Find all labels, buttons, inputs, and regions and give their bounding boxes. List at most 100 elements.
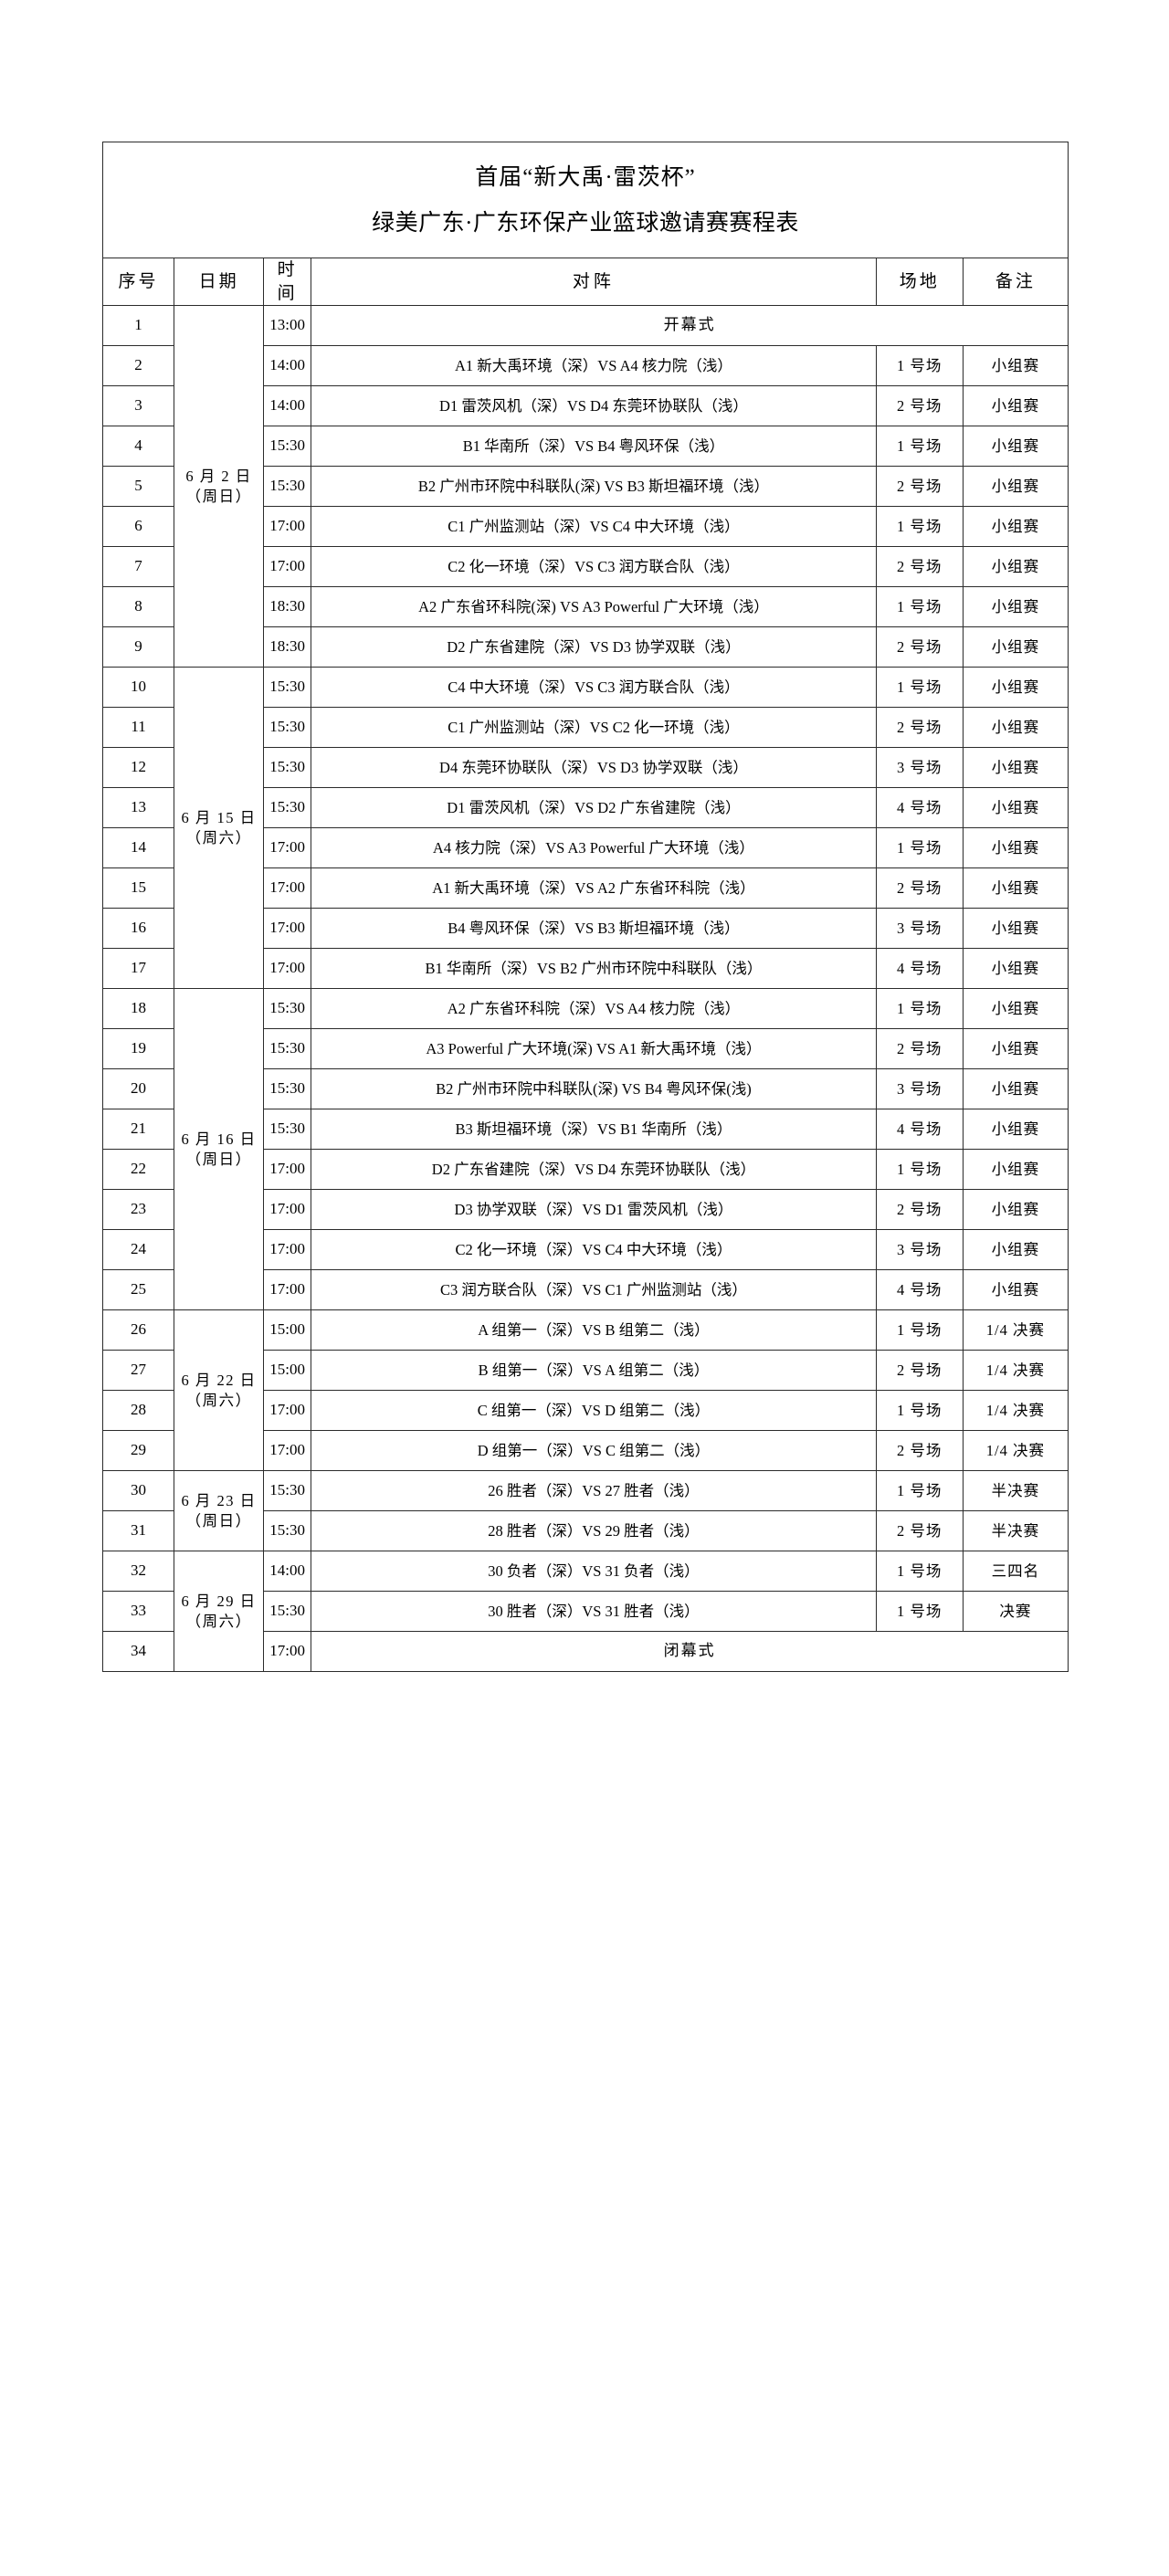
cell-matchup: A1 新大禹环境（深）VS A4 核力院（浅） [311,345,877,387]
cell-venue: 3 号场 [875,908,964,950]
cell-sequence-number: 12 [101,747,175,789]
cell-sequence-number: 3 [101,385,175,427]
cell-venue: 2 号场 [875,1028,964,1070]
cell-note: 小组赛 [962,908,1069,950]
cell-sequence-number: 13 [101,787,175,829]
cell-matchup: A2 广东省环科院(深) VS A3 Powerful 广大环境（浅） [311,586,877,628]
cell-venue: 4 号场 [875,948,964,990]
cell-matchup: C 组第一（深）VS D 组第二（浅） [311,1390,877,1432]
table-row: 26 6 月 22 日（周六） 15:00 A 组第一（深）VS B 组第二（浅） 1 … [101,1309,1069,1472]
cell-matchup: A 组第一（深）VS B 组第二（浅） [311,1309,877,1351]
cell-venue: 3 号场 [875,1068,964,1110]
cell-matchup: 26 胜者（深）VS 27 胜者（浅） [311,1470,877,1512]
cell-note: 小组赛 [962,787,1069,829]
date-weekday: （周六） [185,828,252,846]
cell-time: 15:30 [263,747,312,789]
cell-note: 小组赛 [962,827,1069,869]
cell-note: 小组赛 [962,867,1069,909]
cell-note: 小组赛 [962,1028,1069,1070]
cell-sequence-number: 19 [101,1028,175,1070]
cell-time: 17:00 [263,948,312,990]
table-row: 23 17:00 D3 协学双联（深）VS D1 雷茨风机（浅） 2 号场 小组赛 [101,1189,1069,1231]
cell-matchup: D3 协学双联（深）VS D1 雷茨风机（浅） [311,1189,877,1231]
table-row: 32 6 月 29 日 （周六） 14:00 30 负者（深）VS 31 负者（浅） 1 … [101,1551,1069,1673]
cell-matchup: 28 胜者（深）VS 29 胜者（浅） [311,1510,877,1552]
cell-time: 18:30 [263,586,312,628]
table-row: 27 15:00 B 组第一（深）VS A 组第二（浅） 2 号场 1/4 决赛 [101,1350,1069,1392]
cell-sequence-number: 10 [101,667,175,709]
cell-venue: 4 号场 [875,1269,964,1311]
cell-matchup: C3 润方联合队（深）VS C1 广州监测站（浅） [311,1269,877,1311]
cell-date-group: 6 月 23 日 （周日） [174,1470,265,1552]
table-row: 17 17:00 B1 华南所（深）VS B2 广州市环院中科联队（浅） 4 号场 小组… [101,948,1069,990]
cell-note: 半决赛 [962,1510,1069,1552]
document-title: 首届“新大禹·雷茨杯” 绿美广东·广东环保产业篮球邀请赛赛程表 [102,142,1069,258]
table-row: 20 15:30 B2 广州市环院中科联队(深) VS B4 粤风环保(浅) 3 号场… [101,1068,1069,1110]
cell-sequence-number: 31 [101,1510,175,1552]
date-day: 6 月 15 日 [181,808,257,826]
cell-sequence-number: 29 [101,1430,175,1472]
cell-matchup: B4 粤风环保（深）VS B3 斯坦福环境（浅） [311,908,877,950]
cell-note: 1/4 决赛 [962,1350,1069,1392]
cell-sequence-number: 20 [101,1068,175,1110]
cell-note: 1/4 决赛 [962,1390,1069,1432]
cell-ceremony: 开幕式 [311,305,1069,347]
cell-time: 17:00 [263,546,312,588]
cell-note: 小组赛 [962,707,1069,749]
cell-time: 15:30 [263,988,312,1030]
cell-note: 半决赛 [962,1470,1069,1512]
table-row: 13 15:30 D1 雷茨风机（深）VS D2 广东省建院（浅） 4 号场 小组赛 [101,787,1069,829]
cell-sequence-number: 15 [101,867,175,909]
date-day: 6 月 29 日 [181,1592,257,1610]
cell-time: 15:30 [263,426,312,468]
cell-time: 15:30 [263,787,312,829]
cell-venue: 1 号场 [875,345,964,387]
cell-matchup: D2 广东省建院（深）VS D3 协学双联（浅） [311,626,877,668]
cell-note: 小组赛 [962,667,1069,709]
cell-matchup: D 组第一（深）VS C 组第二（浅） [311,1430,877,1472]
table-row: 7 17:00 C2 化一环境（深）VS C3 润方联合队（浅） 2 号场 小组赛 [101,546,1069,588]
cell-time: 17:00 [263,1430,312,1472]
cell-venue: 2 号场 [875,385,964,427]
cell-time: 15:30 [263,1109,312,1151]
cell-venue: 3 号场 [875,1229,964,1271]
cell-venue: 1 号场 [875,1551,964,1593]
cell-matchup: D1 雷茨风机（深）VS D2 广东省建院（浅） [311,787,877,829]
column-header-note: 备注 [962,257,1069,307]
cell-sequence-number: 21 [101,1109,175,1151]
cell-time: 17:00 [263,1269,312,1311]
table-row: 18 6 月 16 日（周日） 15:30 A2 广东省环科院（深）VS A4 核力院… [101,988,1069,1311]
table-row: 29 17:00 D 组第一（深）VS C 组第二（浅） 2 号场 1/4 决赛 [101,1430,1069,1472]
cell-venue: 2 号场 [875,1350,964,1392]
date-weekday: （周六） [185,1612,252,1630]
cell-note: 小组赛 [962,385,1069,427]
cell-venue: 2 号场 [875,626,964,668]
cell-note: 小组赛 [962,466,1069,508]
cell-venue: 2 号场 [875,1510,964,1552]
cell-time: 17:00 [263,1390,312,1432]
cell-matchup: D4 东莞环协联队（深）VS D3 协学双联（浅） [311,747,877,789]
table-row: 1 6 月 2 日 （周日） 13:00 开幕式 [101,305,1069,668]
cell-matchup: A3 Powerful 广大环境(深) VS A1 新大禹环境（浅） [311,1028,877,1070]
cell-date-group: 6 月 29 日 （周六） [174,1551,265,1673]
title-line-primary: 首届“新大禹·雷茨杯” [475,165,696,191]
column-header-time: 时间 [263,257,312,307]
cell-matchup: B1 华南所（深）VS B2 广州市环院中科联队（浅） [311,948,877,990]
cell-venue: 1 号场 [875,667,964,709]
table-row: 24 17:00 C2 化一环境（深）VS C4 中大环境（浅） 3 号场 小组赛 [101,1229,1069,1271]
cell-note: 1/4 决赛 [962,1430,1069,1472]
cell-venue: 2 号场 [875,1430,964,1472]
cell-sequence-number: 16 [101,908,175,950]
table-row: 15 17:00 A1 新大禹环境（深）VS A2 广东省环科院（浅） 2 号场 小组赛 [101,867,1069,909]
cell-time: 17:00 [263,1189,312,1231]
cell-sequence-number: 8 [101,586,175,628]
cell-date-group: 6 月 15 日 （周六） [174,667,265,990]
cell-date-group: 6 月 16 日 （周日） [174,988,265,1311]
cell-sequence-number: 18 [101,988,175,1030]
cell-matchup: C4 中大环境（深）VS C3 润方联合队（浅） [311,667,877,709]
date-day: 6 月 16 日 [181,1130,257,1148]
date-weekday: （周日） [185,1150,252,1168]
cell-sequence-number: 24 [101,1229,175,1271]
cell-time: 15:30 [263,1510,312,1552]
